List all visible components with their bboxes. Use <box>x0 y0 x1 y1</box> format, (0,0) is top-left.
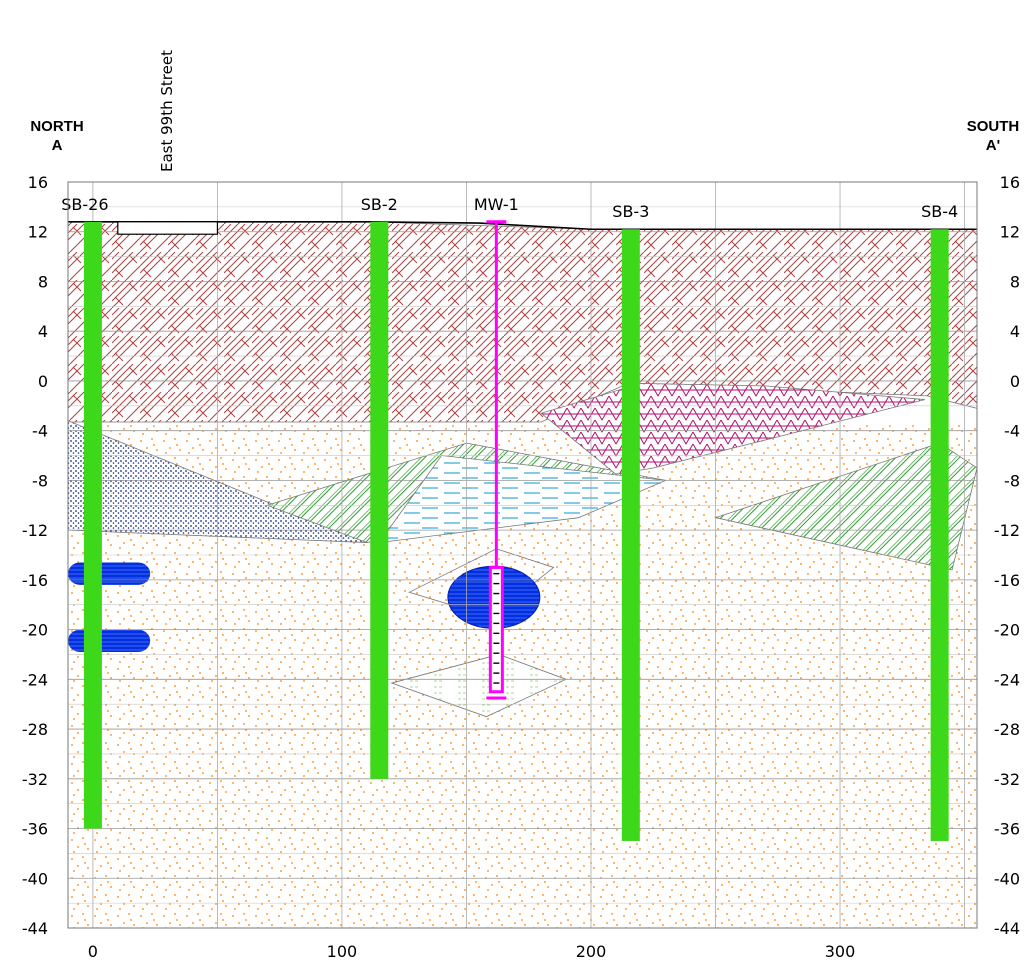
y-tick-label-right: 12 <box>1000 223 1020 242</box>
boring-sb-4 <box>930 229 949 841</box>
north-label: NORTH <box>30 118 83 135</box>
y-tick-label-right: -20 <box>994 621 1020 640</box>
x-tick-label: 200 <box>576 942 607 961</box>
y-tick-label-right: -32 <box>994 770 1020 789</box>
y-tick-label-left: -8 <box>32 471 48 490</box>
x-tick-label: 300 <box>825 942 856 961</box>
y-tick-label-left: -24 <box>22 670 48 689</box>
y-tick-label-left: 12 <box>28 223 48 242</box>
south-marker: A' <box>986 137 1000 154</box>
y-tick-label-left: -4 <box>32 422 48 441</box>
boring-sb-2 <box>370 221 389 779</box>
y-tick-label-right: 8 <box>1010 272 1020 291</box>
x-tick-label: 0 <box>88 942 98 961</box>
street-curb <box>117 221 219 235</box>
y-tick-label-left: -28 <box>22 720 48 739</box>
y-tick-label-right: -4 <box>1004 422 1020 441</box>
y-tick-label-right: 0 <box>1010 372 1020 391</box>
monitoring-well: MW-1 <box>474 195 519 700</box>
y-tick-label-right: -24 <box>994 670 1020 689</box>
well-screen <box>488 565 504 694</box>
y-tick-label-right: 4 <box>1010 322 1020 341</box>
well-label: MW-1 <box>474 195 519 214</box>
ground-surface <box>68 220 977 235</box>
boring-label: SB-3 <box>612 202 649 221</box>
y-tick-label-left: 16 <box>28 173 48 192</box>
y-tick-label-right: -40 <box>994 869 1020 888</box>
axes: 16 16 12 12 8 8 4 4 0 0 -4 -4 -8 -8 -12 -12 -16 -16 -20 -20… <box>22 173 1020 961</box>
y-tick-label-right: -36 <box>994 820 1020 839</box>
x-tick-label: 100 <box>327 942 358 961</box>
y-tick-label-right: -16 <box>994 571 1020 590</box>
ground-line <box>68 220 977 231</box>
y-tick-label-left: -32 <box>22 770 48 789</box>
blue-lens-north-upper <box>68 562 151 585</box>
boring-label: SB-2 <box>361 195 398 214</box>
y-tick-label-left: 8 <box>38 272 48 291</box>
y-tick-label-left: -40 <box>22 869 48 888</box>
y-tick-label-left: -16 <box>22 571 48 590</box>
y-tick-label-left: -12 <box>22 521 48 540</box>
boring-label: SB-4 <box>921 202 958 221</box>
boring-sb-3 <box>621 229 640 841</box>
y-tick-label-left: 0 <box>38 372 48 391</box>
silt-lens-south <box>714 442 977 571</box>
plot-frame <box>67 181 978 929</box>
y-tick-label-left: 4 <box>38 322 48 341</box>
y-tick-label-right: -44 <box>994 919 1020 938</box>
y-tick-label-right: -12 <box>994 521 1020 540</box>
street-label: East 99th Street <box>158 50 176 172</box>
blue-lens-north-lower <box>68 629 151 652</box>
y-tick-label-right: 16 <box>1000 173 1020 192</box>
y-tick-label-left: -44 <box>22 919 48 938</box>
grid <box>68 181 977 929</box>
fill-layer <box>68 221 977 423</box>
north-marker: A <box>52 137 63 154</box>
south-label: SOUTH <box>967 118 1020 135</box>
boring-label: SB-26 <box>61 195 108 214</box>
borings: SB-26 SB-2 SB-3 SB-4 <box>61 195 958 841</box>
y-tick-label-left: -36 <box>22 820 48 839</box>
boring-sb-26 <box>83 221 102 829</box>
y-tick-label-left: -20 <box>22 621 48 640</box>
y-tick-label-right: -28 <box>994 720 1020 739</box>
y-tick-label-right: -8 <box>1004 471 1020 490</box>
